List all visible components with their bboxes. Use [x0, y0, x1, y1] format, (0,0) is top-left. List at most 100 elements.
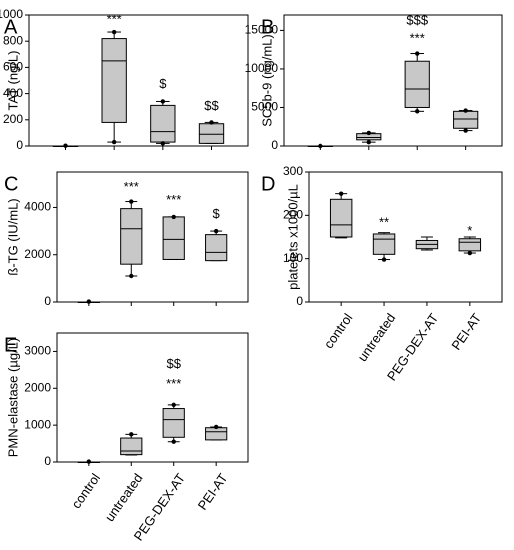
- significance-marker: ***: [166, 192, 181, 207]
- significance-marker: $$: [166, 356, 181, 371]
- y-tick-label: 5000: [251, 100, 278, 114]
- box-iqr: [101, 38, 127, 123]
- box-iqr: [453, 110, 479, 129]
- box-peg-dex-at: [415, 236, 439, 251]
- box-control: [77, 299, 100, 304]
- box-pei-at: [198, 120, 225, 144]
- panel-e: E 0 1000 2000 3000 PMN-elastase (µg/L) control…: [4, 332, 249, 544]
- box-peg-dex-at: [404, 51, 430, 114]
- box-untreated: [372, 232, 396, 262]
- outlier-point: [86, 459, 92, 464]
- y-tick-label: 200: [283, 208, 303, 222]
- x-category-label: PEI-AT: [195, 471, 231, 513]
- box-peg-dex-at: [150, 99, 176, 146]
- box-untreated: [356, 130, 382, 145]
- y-tick-label: 4000: [24, 200, 51, 214]
- outlier-point: [467, 250, 473, 256]
- plot-frame: [283, 14, 503, 147]
- outlier-point: [209, 120, 214, 125]
- outlier-point: [171, 439, 176, 444]
- outlier-point: [318, 143, 323, 149]
- y-axis-title: TAT (ng/L): [5, 51, 20, 111]
- y-axis-title: platelets x1000/µL: [285, 184, 300, 290]
- y-tick-label: 0: [271, 138, 278, 152]
- outlier-point: [160, 99, 166, 104]
- box-iqr: [198, 123, 225, 144]
- outlier-point: [63, 143, 68, 148]
- box-pei-at: [453, 108, 479, 133]
- y-tick-label: 100: [283, 251, 303, 265]
- panel-a: A02004006008001000TAT (ng/L)***$$$: [0, 7, 249, 152]
- box-iqr: [404, 60, 430, 108]
- box-iqr: [150, 104, 176, 143]
- y-tick-label: 0: [296, 294, 303, 308]
- outlier-point: [111, 139, 117, 145]
- y-tick-label: 300: [283, 164, 303, 178]
- outlier-point: [415, 109, 420, 114]
- y-tick-label: 0: [16, 138, 23, 152]
- x-category-label: untreated: [355, 311, 399, 365]
- x-category-label: untreated: [102, 471, 146, 525]
- box-untreated: [101, 29, 127, 145]
- box-iqr: [205, 234, 228, 262]
- box-control: [77, 459, 100, 464]
- box-iqr: [458, 238, 482, 252]
- box-peg-dex-at: [162, 214, 185, 260]
- significance-marker: *: [467, 223, 472, 238]
- box-iqr: [120, 437, 143, 456]
- outlier-point: [129, 199, 134, 204]
- y-tick-label: 10000: [245, 61, 279, 75]
- box-iqr: [329, 198, 353, 238]
- box-pei-at: [458, 236, 482, 256]
- outlier-point: [160, 141, 166, 146]
- outlier-point: [463, 128, 468, 133]
- x-category-label: control: [321, 311, 356, 352]
- y-tick-label: 2000: [24, 247, 51, 261]
- plot-frame: [56, 332, 249, 463]
- y-tick-label: 15000: [245, 23, 279, 37]
- y-tick-label: 1000: [0, 7, 23, 21]
- plot-frame: [308, 171, 503, 303]
- significance-marker: $$: [204, 98, 219, 113]
- x-category-label: control: [68, 471, 103, 512]
- box-control: [52, 143, 79, 148]
- y-tick-label: 200: [3, 112, 23, 126]
- outlier-point: [415, 51, 420, 56]
- plot-frame: [56, 171, 249, 303]
- y-tick-label: 2000: [24, 380, 51, 394]
- panel-c: C 0 2000 4000 ß-TG (IU/mL) *** *** $: [4, 171, 249, 308]
- significance-marker: $: [213, 206, 221, 221]
- box-iqr: [372, 233, 396, 255]
- significance-marker: ***: [410, 30, 425, 45]
- y-axis-title: PMN-elastase (µg/L): [5, 338, 20, 457]
- panel-letter: C: [4, 174, 18, 196]
- significance-marker: ***: [166, 376, 181, 391]
- outlier-point: [213, 424, 219, 430]
- panel-d: D 0 100 200 300 platelets x1000/µL control untr…: [261, 164, 503, 384]
- y-axis-title: SC5b-9 (ng/mL): [259, 34, 274, 126]
- y-tick-label: 3000: [24, 344, 51, 358]
- significance-marker: **: [379, 215, 389, 230]
- y-axis-title: ß-TG (IU/mL): [5, 198, 20, 275]
- y-tick-label: 400: [3, 86, 23, 100]
- box-iqr: [162, 408, 185, 438]
- box-pei-at: [205, 228, 228, 262]
- box-peg-dex-at: [162, 402, 185, 444]
- box-untreated: [120, 432, 143, 456]
- y-tick-label: 0: [44, 454, 51, 468]
- box-iqr: [162, 216, 185, 260]
- y-tick-label: 0: [44, 294, 51, 308]
- outlier-point: [381, 257, 387, 262]
- y-tick-label: 800: [3, 33, 23, 47]
- box-pei-at: [205, 424, 228, 441]
- panel-letter: E: [4, 335, 17, 357]
- outlier-point: [463, 108, 468, 113]
- y-tick-label: 1000: [24, 417, 51, 431]
- outlier-point: [338, 191, 344, 196]
- significance-marker: ***: [124, 179, 139, 194]
- box-untreated: [120, 199, 143, 279]
- box-control: [307, 143, 333, 149]
- y-tick-label: 600: [3, 60, 23, 74]
